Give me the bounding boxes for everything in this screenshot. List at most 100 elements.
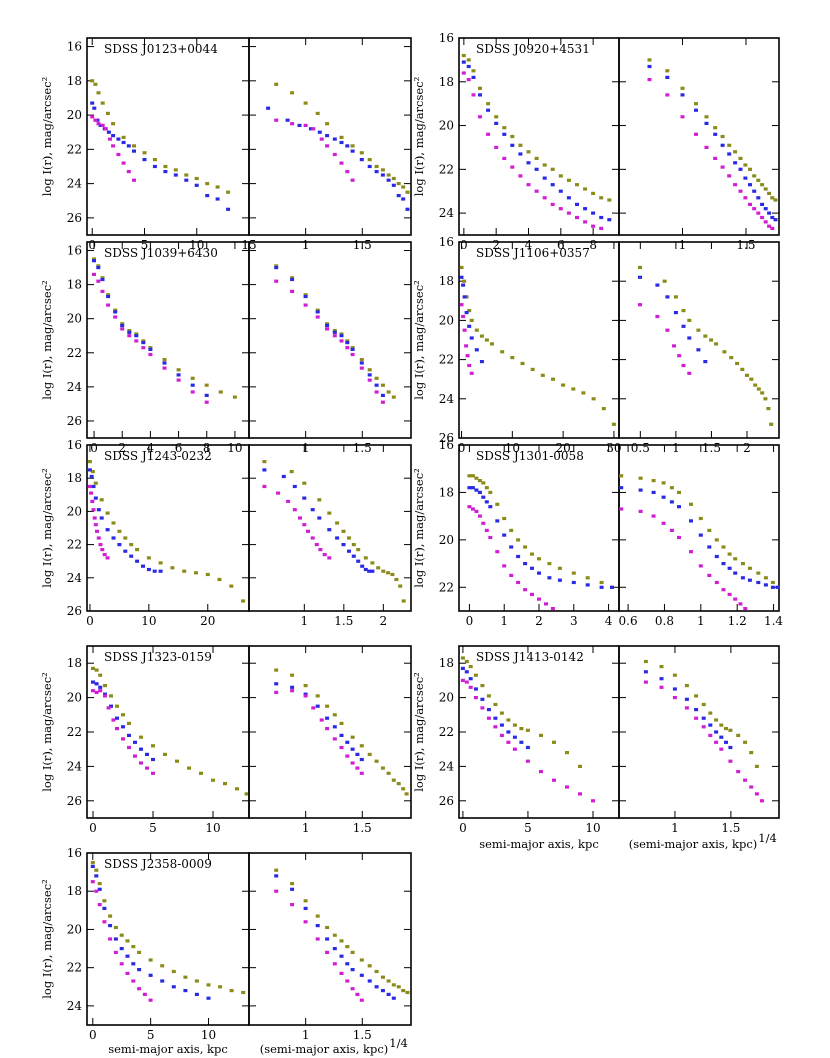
data-point xyxy=(345,170,350,174)
data-point xyxy=(728,745,733,750)
data-point xyxy=(566,211,571,215)
y-tick-label: 20 xyxy=(67,922,82,936)
y-tick-label: 20 xyxy=(67,691,82,705)
data-point xyxy=(339,140,344,145)
data-point xyxy=(547,576,552,580)
data-point xyxy=(274,266,279,270)
data-point xyxy=(480,684,485,688)
data-point xyxy=(638,476,643,480)
data-point xyxy=(111,122,116,126)
y-tick-label: 20 xyxy=(439,313,454,327)
data-point xyxy=(194,176,199,181)
y-axis-label: log I(r), mag/arcsec² xyxy=(40,468,54,588)
data-point xyxy=(100,277,105,282)
data-point xyxy=(325,323,330,328)
data-point xyxy=(106,294,111,299)
x-tick-label: 10 xyxy=(585,821,600,835)
data-point xyxy=(363,567,368,572)
data-point xyxy=(274,889,279,893)
data-point xyxy=(721,588,726,592)
data-point xyxy=(97,903,102,907)
data-point xyxy=(669,486,674,490)
data-point xyxy=(339,339,344,343)
data-point xyxy=(151,757,155,762)
y-tick-label: 20 xyxy=(67,108,82,122)
data-point xyxy=(127,745,131,750)
data-point xyxy=(345,341,350,345)
data-point xyxy=(638,488,643,492)
data-point xyxy=(743,176,748,180)
data-point xyxy=(106,293,111,297)
data-point xyxy=(359,757,364,762)
data-point xyxy=(391,996,396,1000)
data-point xyxy=(184,173,189,177)
data-point xyxy=(763,187,768,191)
y-tick-label: 18 xyxy=(67,278,82,292)
galaxy-name: SDSS J1243-0232 xyxy=(104,449,212,463)
series-magenta xyxy=(467,505,555,611)
x-tick-label: 1 xyxy=(302,821,310,835)
x-tick-label: 0 xyxy=(90,441,98,455)
data-point xyxy=(550,202,555,206)
y-tick-label: 22 xyxy=(439,580,454,594)
data-point xyxy=(534,189,539,193)
data-point xyxy=(493,702,498,707)
data-point xyxy=(665,75,670,79)
data-point xyxy=(350,735,355,739)
data-point xyxy=(98,123,103,127)
x-tick-label: 5 xyxy=(149,821,157,835)
x-tick-label: 6 xyxy=(557,238,565,252)
data-point xyxy=(102,899,107,903)
data-point xyxy=(241,599,246,603)
data-point xyxy=(120,327,125,331)
data-point xyxy=(317,516,322,520)
data-point xyxy=(519,740,524,744)
data-point xyxy=(223,782,227,786)
data-point xyxy=(93,481,98,485)
data-point xyxy=(722,350,727,354)
data-point xyxy=(90,79,95,83)
data-point xyxy=(694,708,699,712)
data-point xyxy=(274,264,279,268)
data-point xyxy=(310,536,315,540)
data-point xyxy=(123,536,128,540)
y-tick-label: 24 xyxy=(67,999,83,1013)
data-point xyxy=(760,799,764,803)
data-point xyxy=(96,536,101,540)
data-point xyxy=(111,521,116,525)
data-point xyxy=(171,985,176,989)
data-point xyxy=(91,689,95,693)
panel-frame xyxy=(458,645,620,819)
x-tick-label: 1 xyxy=(672,441,680,455)
data-point xyxy=(550,167,555,171)
x-tick-label: 4 xyxy=(147,441,155,455)
data-point xyxy=(339,939,344,943)
data-point xyxy=(396,782,401,786)
data-point xyxy=(681,363,686,368)
data-point xyxy=(183,989,188,993)
data-point xyxy=(401,197,406,201)
data-point xyxy=(194,571,198,575)
data-point xyxy=(90,499,95,503)
data-point xyxy=(176,373,181,377)
data-point xyxy=(173,173,178,177)
data-point xyxy=(94,690,99,694)
data-point xyxy=(519,727,524,731)
data-point xyxy=(380,393,385,397)
series-magenta xyxy=(87,484,110,560)
data-point xyxy=(133,754,137,758)
data-point xyxy=(176,378,181,382)
data-point xyxy=(477,514,482,518)
linear-panel: 0 5 10 18 20 22 24 26 SDSS J1413-0142 xyxy=(439,645,620,835)
data-point xyxy=(92,259,96,263)
data-point xyxy=(94,889,99,893)
data-point xyxy=(162,366,167,370)
galaxy-name: SDSS J0920+4531 xyxy=(476,42,590,56)
data-point xyxy=(478,115,482,119)
data-point xyxy=(561,383,566,387)
data-point xyxy=(315,937,320,941)
y-tick-label: 22 xyxy=(67,346,82,360)
